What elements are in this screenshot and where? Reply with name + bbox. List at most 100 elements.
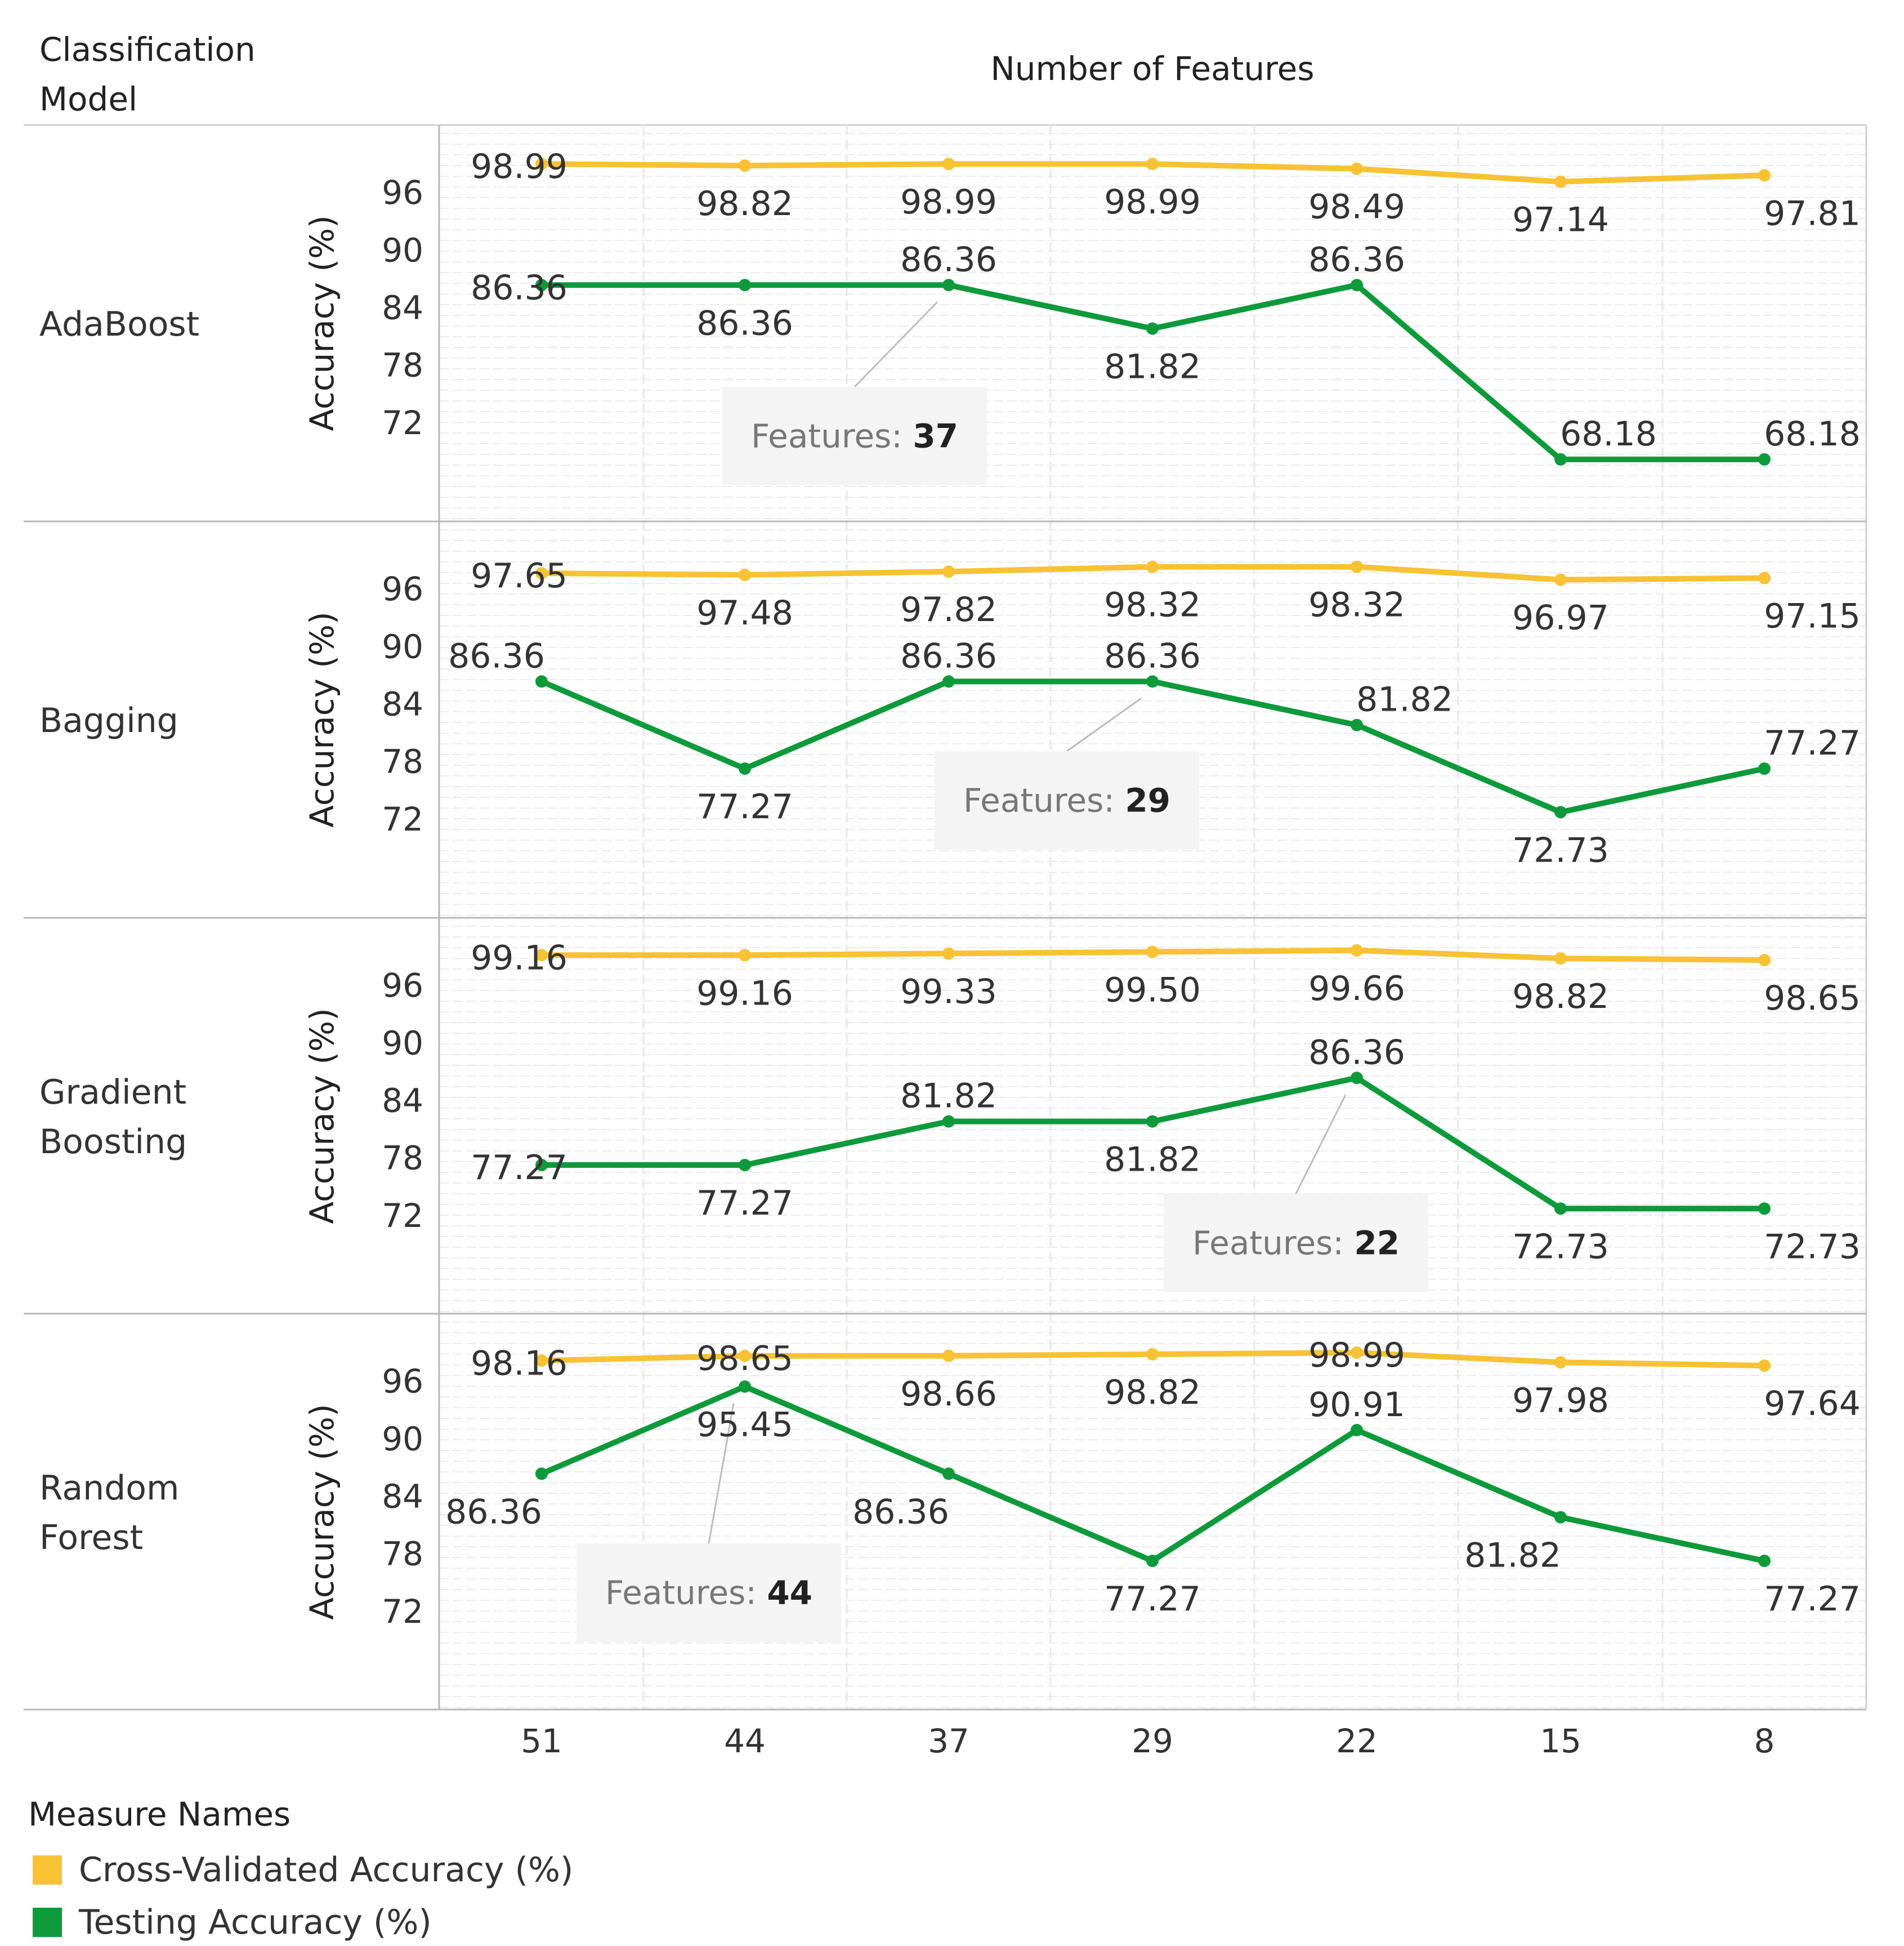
testing-data-label: 68.18 (1764, 414, 1861, 454)
cv-point (535, 1354, 548, 1367)
chart-title: Number of Features (990, 50, 1314, 88)
y-tick-label: 78 (382, 1139, 423, 1177)
testing-data-label: 81.82 (1356, 680, 1453, 720)
legend-swatch-cv (33, 1855, 62, 1885)
x-tick-label: 22 (1336, 1722, 1378, 1760)
testing-data-label: 86.36 (471, 268, 567, 307)
callout-leader (1066, 698, 1142, 752)
y-tick-label: 72 (382, 800, 423, 838)
cv-data-label: 98.66 (900, 1374, 997, 1414)
testing-data-label: 77.27 (696, 787, 793, 827)
cv-point (1351, 162, 1363, 175)
callout-leader (1295, 1094, 1347, 1194)
testing-data-label: 72.73 (1764, 1227, 1861, 1266)
cv-data-label: 97.98 (1512, 1381, 1609, 1420)
cv-point (1146, 560, 1159, 573)
testing-point (1554, 806, 1567, 819)
testing-point (1758, 1555, 1771, 1568)
x-tick-label: 37 (928, 1722, 969, 1760)
cv-point (942, 947, 955, 960)
cv-point (1554, 952, 1567, 965)
testing-point (942, 1115, 955, 1128)
cv-point (1758, 953, 1771, 966)
testing-point (535, 1159, 548, 1172)
y-tick-label: 84 (382, 288, 423, 327)
y-tick-label: 78 (382, 1535, 423, 1573)
cv-point (535, 949, 548, 962)
testing-point (1146, 1115, 1159, 1128)
cv-point (739, 159, 751, 172)
cv-data-label: 98.99 (900, 182, 997, 222)
testing-point (1146, 322, 1159, 335)
callout-value: 29 (1125, 782, 1170, 820)
testing-data-label: 72.73 (1512, 1227, 1609, 1266)
x-tick-label: 29 (1132, 1722, 1173, 1760)
testing-point (1554, 1511, 1567, 1524)
cv-point (739, 568, 751, 581)
cv-data-label: 97.82 (900, 590, 997, 630)
legend-label-cv: Cross-Validated Accuracy (%) (79, 1850, 573, 1890)
cv-data-label: 98.82 (1512, 977, 1609, 1016)
cv-data-label: 98.65 (1764, 979, 1861, 1018)
y-tick-label: 78 (382, 743, 423, 781)
callout-leader (708, 1403, 735, 1544)
callout-box (1164, 1194, 1428, 1292)
row-label-bagging: Bagging (39, 701, 178, 740)
y-tick-label: 90 (382, 627, 423, 666)
header-classification-model-line1: Classification (39, 30, 256, 69)
cv-data-label: 97.15 (1764, 597, 1861, 636)
callout-box (722, 387, 987, 485)
y-tick-label: 84 (382, 1081, 423, 1119)
testing-data-label: 72.73 (1512, 831, 1609, 870)
testing-data-label: 68.18 (1560, 414, 1657, 454)
testing-point (1758, 762, 1771, 775)
testing-data-label: 81.82 (1464, 1536, 1561, 1575)
testing-point (1351, 718, 1363, 731)
header-classification-model-line2: Model (39, 80, 137, 118)
testing-data-label: 86.36 (448, 636, 545, 676)
cv-point (535, 158, 548, 171)
testing-point (1758, 453, 1771, 466)
callout-box (576, 1543, 841, 1642)
cv-data-label: 98.32 (1308, 586, 1405, 625)
testing-point (942, 279, 955, 292)
testing-data-label: 77.27 (471, 1148, 567, 1188)
row-label-random-forest: Random (39, 1469, 179, 1508)
grid-group (439, 133, 1866, 1708)
testing-data-label: 86.36 (1308, 1033, 1405, 1072)
testing-point (739, 1380, 751, 1393)
y-tick-label: 96 (382, 173, 423, 212)
cv-point (739, 949, 751, 962)
x-tick-label: 51 (521, 1722, 562, 1760)
cv-point (1554, 1356, 1567, 1369)
testing-point (1758, 1202, 1771, 1215)
cv-data-label: 97.64 (1764, 1384, 1861, 1423)
callout-text: Features: 44 (605, 1574, 812, 1612)
testing-point (1351, 1072, 1363, 1084)
cv-point (1758, 169, 1771, 182)
callout-value: 22 (1354, 1224, 1400, 1262)
cv-point (1351, 944, 1363, 957)
cv-point (942, 1349, 955, 1362)
y-tick-label: 72 (382, 1197, 423, 1235)
row-label-random-forest: Forest (39, 1518, 143, 1557)
callout-prefix: Features: (751, 417, 913, 456)
callout-text: Features: 29 (963, 782, 1170, 820)
cv-point (1351, 1346, 1363, 1359)
testing-data-label: 77.27 (1764, 1579, 1861, 1619)
callout-value: 37 (913, 417, 958, 456)
cv-data-label: 97.81 (1764, 194, 1861, 233)
testing-point (739, 762, 751, 775)
y-tick-label: 96 (382, 966, 423, 1005)
y-tick-label: 90 (382, 231, 423, 269)
testing-point (1146, 1555, 1159, 1568)
cv-point (535, 567, 548, 580)
cv-point (1554, 175, 1567, 188)
testing-data-label: 86.36 (1308, 240, 1405, 279)
cv-point (942, 565, 955, 578)
testing-point (739, 1159, 751, 1172)
testing-point (942, 675, 955, 688)
y-tick-label: 72 (382, 404, 423, 442)
cv-point (1758, 1359, 1771, 1372)
